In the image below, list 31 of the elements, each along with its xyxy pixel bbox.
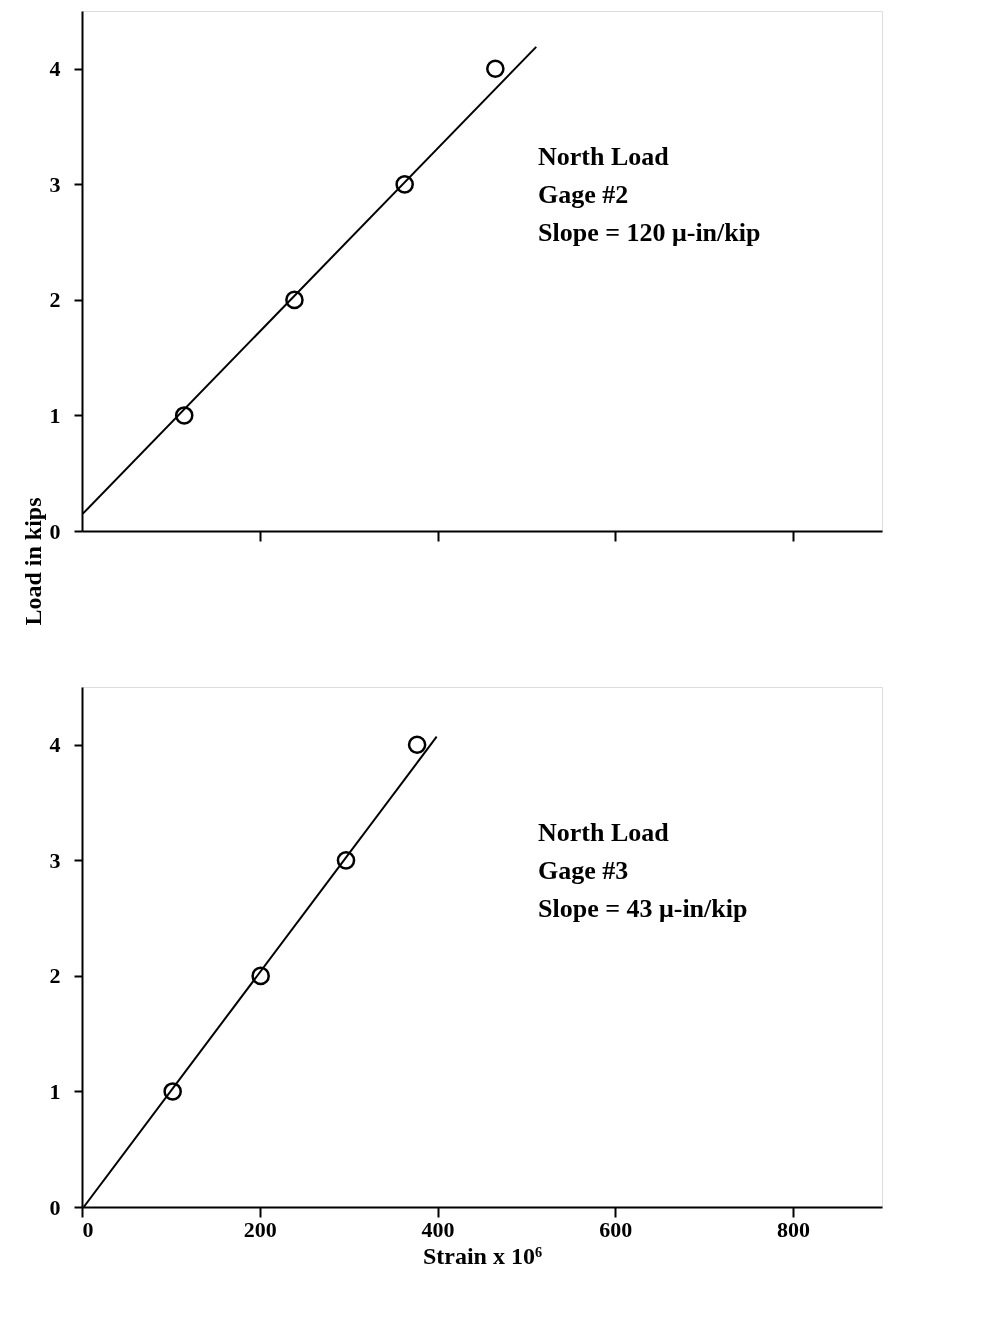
point [486,59,505,79]
y-tick-label: 2 [49,963,61,989]
x-tick-label: 800 [777,1216,811,1242]
annotation: Slope = 120 μ-in/kip [538,217,761,247]
point [163,1082,182,1101]
point [251,966,270,986]
y-tick-label: 4 [49,56,61,82]
point [336,851,356,870]
annotation: North Load [538,817,670,847]
y-tick-label: 1 [49,1078,61,1104]
annotation: Slope = 43 μ-in/kip [538,893,748,923]
y-tick-label: 1 [49,402,61,428]
y-tick-label: 2 [49,287,61,313]
annotation: Gage #3 [538,855,629,885]
y-axis-title: Load in kips [19,497,46,626]
x-tick-label: 0 [82,1216,94,1242]
x-axis-title: Strain x 10⁶ [422,1242,543,1269]
x-tick-label: 200 [243,1216,277,1242]
point [285,290,304,310]
y-tick-label: 3 [49,171,61,197]
y-tick-label: 0 [49,518,61,544]
x-tick-label: 400 [421,1216,455,1242]
y-tick-label: 3 [49,847,61,873]
point [395,175,414,194]
point [407,735,427,755]
y-tick-label: 4 [49,732,61,758]
y-tick-label: 0 [49,1194,61,1220]
annotation: Gage #2 [538,179,629,209]
point [174,406,194,425]
x-tick-label: 600 [599,1216,633,1242]
annotation: North Load [538,141,670,171]
